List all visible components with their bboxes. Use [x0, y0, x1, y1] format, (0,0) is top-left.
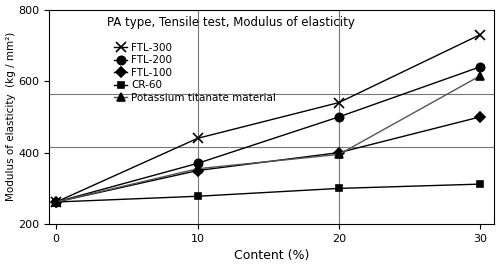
CR-60 [478, 183, 484, 186]
CR-60 [53, 200, 59, 204]
CR-60 [336, 187, 342, 190]
FTL-100 [53, 200, 59, 204]
FTL-100 [336, 151, 342, 154]
Line: FTL-200: FTL-200 [52, 63, 484, 206]
Legend: FTL-300, FTL-200, FTL-100, CR-60, Potassium titanate material: FTL-300, FTL-200, FTL-100, CR-60, Potass… [112, 40, 278, 105]
FTL-200 [53, 200, 59, 204]
Line: CR-60: CR-60 [53, 181, 484, 206]
FTL-200 [194, 162, 200, 165]
Potassium titanate material [336, 153, 342, 156]
CR-60 [194, 195, 200, 198]
FTL-200 [478, 65, 484, 68]
Text: PA type, Tensile test, Modulus of elasticity: PA type, Tensile test, Modulus of elasti… [107, 16, 355, 29]
FTL-300 [336, 101, 342, 104]
FTL-300 [53, 200, 59, 204]
FTL-200 [336, 115, 342, 118]
X-axis label: Content (%): Content (%) [234, 250, 310, 262]
FTL-300 [478, 33, 484, 36]
Potassium titanate material [53, 200, 59, 204]
Potassium titanate material [194, 167, 200, 170]
Line: FTL-100: FTL-100 [53, 113, 484, 206]
Line: Potassium titanate material: Potassium titanate material [52, 72, 484, 206]
Y-axis label: Modulus of elasticity  (kg / mm²): Modulus of elasticity (kg / mm²) [6, 32, 16, 202]
FTL-100 [194, 169, 200, 172]
Potassium titanate material [478, 74, 484, 77]
FTL-100 [478, 115, 484, 118]
FTL-300 [194, 137, 200, 140]
Line: FTL-300: FTL-300 [52, 30, 485, 207]
